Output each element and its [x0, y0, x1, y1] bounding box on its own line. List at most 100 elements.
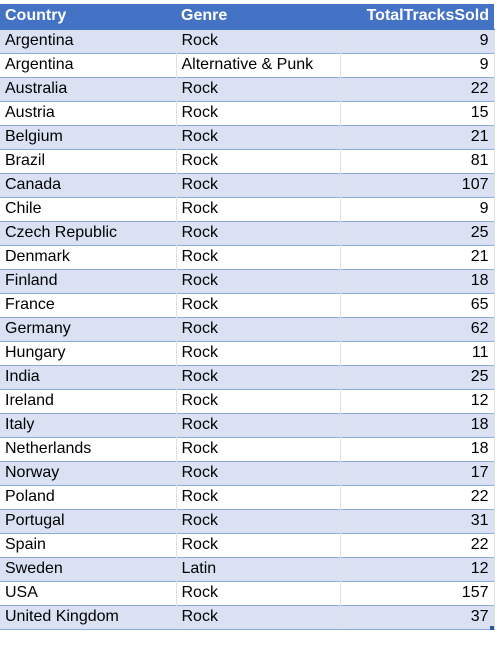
cell-country[interactable]: Austria [0, 101, 176, 125]
cell-genre[interactable]: Rock [176, 101, 340, 125]
cell-total-tracks-sold[interactable]: 9 [340, 197, 494, 221]
cell-country[interactable]: Italy [0, 413, 176, 437]
cell-country[interactable]: Poland [0, 485, 176, 509]
table-row: Ireland Rock 12 [0, 389, 494, 413]
cell-country[interactable]: Hungary [0, 341, 176, 365]
cell-total-tracks-sold[interactable]: 18 [340, 437, 494, 461]
cell-genre[interactable]: Rock [176, 581, 340, 605]
cell-country[interactable]: Argentina [0, 29, 176, 53]
cell-country[interactable]: Norway [0, 461, 176, 485]
cell-total-tracks-sold[interactable]: 18 [340, 269, 494, 293]
cell-total-tracks-sold[interactable]: 65 [340, 293, 494, 317]
table-row: Portugal Rock 31 [0, 509, 494, 533]
cell-country[interactable]: Sweden [0, 557, 176, 581]
column-header-country[interactable]: Country [0, 4, 176, 29]
table-row: Argentina Alternative & Punk 9 [0, 53, 494, 77]
cell-genre[interactable]: Rock [176, 413, 340, 437]
cell-total-tracks-sold[interactable]: 107 [340, 173, 494, 197]
cell-country[interactable]: Germany [0, 317, 176, 341]
table-row: Finland Rock 18 [0, 269, 494, 293]
table-row: Argentina Rock 9 [0, 29, 494, 53]
table-row: Hungary Rock 11 [0, 341, 494, 365]
cell-country[interactable]: Finland [0, 269, 176, 293]
cell-country[interactable]: Czech Republic [0, 221, 176, 245]
data-table: Country Genre TotalTracksSold Argentina R… [0, 4, 495, 630]
cell-genre[interactable]: Rock [176, 149, 340, 173]
table-row: Belgium Rock 21 [0, 125, 494, 149]
cell-country[interactable]: Brazil [0, 149, 176, 173]
cell-total-tracks-sold[interactable]: 22 [340, 533, 494, 557]
cell-country[interactable]: Netherlands [0, 437, 176, 461]
cell-genre[interactable]: Rock [176, 605, 340, 629]
table-resize-handle[interactable] [490, 626, 494, 630]
table-row: Sweden Latin 12 [0, 557, 494, 581]
cell-total-tracks-sold[interactable]: 11 [340, 341, 494, 365]
cell-genre[interactable]: Rock [176, 29, 340, 53]
cell-country[interactable]: United Kingdom [0, 605, 176, 629]
cell-genre[interactable]: Rock [176, 221, 340, 245]
cell-total-tracks-sold[interactable]: 157 [340, 581, 494, 605]
table-row: Austria Rock 15 [0, 101, 494, 125]
cell-genre[interactable]: Rock [176, 389, 340, 413]
table-row: Chile Rock 9 [0, 197, 494, 221]
cell-genre[interactable]: Rock [176, 485, 340, 509]
cell-total-tracks-sold[interactable]: 21 [340, 125, 494, 149]
table-row: Australia Rock 22 [0, 77, 494, 101]
table-row: Spain Rock 22 [0, 533, 494, 557]
column-header-total-tracks-sold[interactable]: TotalTracksSold [340, 4, 494, 29]
cell-total-tracks-sold[interactable]: 31 [340, 509, 494, 533]
table-row: Norway Rock 17 [0, 461, 494, 485]
cell-total-tracks-sold[interactable]: 25 [340, 221, 494, 245]
cell-genre[interactable]: Rock [176, 77, 340, 101]
table-row: France Rock 65 [0, 293, 494, 317]
cell-genre[interactable]: Rock [176, 461, 340, 485]
cell-genre[interactable]: Rock [176, 197, 340, 221]
cell-genre[interactable]: Rock [176, 245, 340, 269]
cell-genre[interactable]: Rock [176, 293, 340, 317]
cell-country[interactable]: Argentina [0, 53, 176, 77]
cell-genre[interactable]: Rock [176, 125, 340, 149]
cell-total-tracks-sold[interactable]: 17 [340, 461, 494, 485]
cell-country[interactable]: Denmark [0, 245, 176, 269]
cell-country[interactable]: India [0, 365, 176, 389]
cell-total-tracks-sold[interactable]: 9 [340, 53, 494, 77]
cell-country[interactable]: USA [0, 581, 176, 605]
cell-total-tracks-sold[interactable]: 25 [340, 365, 494, 389]
cell-country[interactable]: Belgium [0, 125, 176, 149]
cell-total-tracks-sold[interactable]: 9 [340, 29, 494, 53]
table-row: Germany Rock 62 [0, 317, 494, 341]
cell-genre[interactable]: Rock [176, 533, 340, 557]
cell-total-tracks-sold[interactable]: 21 [340, 245, 494, 269]
cell-total-tracks-sold[interactable]: 18 [340, 413, 494, 437]
cell-country[interactable]: Canada [0, 173, 176, 197]
cell-country[interactable]: Chile [0, 197, 176, 221]
cell-total-tracks-sold[interactable]: 12 [340, 389, 494, 413]
cell-country[interactable]: Spain [0, 533, 176, 557]
cell-country[interactable]: Ireland [0, 389, 176, 413]
cell-total-tracks-sold[interactable]: 22 [340, 77, 494, 101]
column-header-genre[interactable]: Genre [176, 4, 340, 29]
table-row: United Kingdom Rock 37 [0, 605, 494, 629]
cell-genre[interactable]: Rock [176, 173, 340, 197]
cell-total-tracks-sold[interactable]: 62 [340, 317, 494, 341]
cell-country[interactable]: France [0, 293, 176, 317]
cell-total-tracks-sold[interactable]: 12 [340, 557, 494, 581]
cell-total-tracks-sold[interactable]: 81 [340, 149, 494, 173]
cell-genre[interactable]: Rock [176, 341, 340, 365]
cell-country[interactable]: Australia [0, 77, 176, 101]
cell-genre[interactable]: Alternative & Punk [176, 53, 340, 77]
cell-country[interactable]: Portugal [0, 509, 176, 533]
cell-total-tracks-sold[interactable]: 15 [340, 101, 494, 125]
table-row: Denmark Rock 21 [0, 245, 494, 269]
table-row: Czech Republic Rock 25 [0, 221, 494, 245]
cell-total-tracks-sold[interactable]: 22 [340, 485, 494, 509]
cell-genre[interactable]: Rock [176, 269, 340, 293]
cell-genre[interactable]: Rock [176, 509, 340, 533]
cell-total-tracks-sold[interactable]: 37 [340, 605, 494, 629]
cell-genre[interactable]: Rock [176, 317, 340, 341]
table-row: Brazil Rock 81 [0, 149, 494, 173]
cell-genre[interactable]: Latin [176, 557, 340, 581]
table-row: Netherlands Rock 18 [0, 437, 494, 461]
cell-genre[interactable]: Rock [176, 365, 340, 389]
cell-genre[interactable]: Rock [176, 437, 340, 461]
